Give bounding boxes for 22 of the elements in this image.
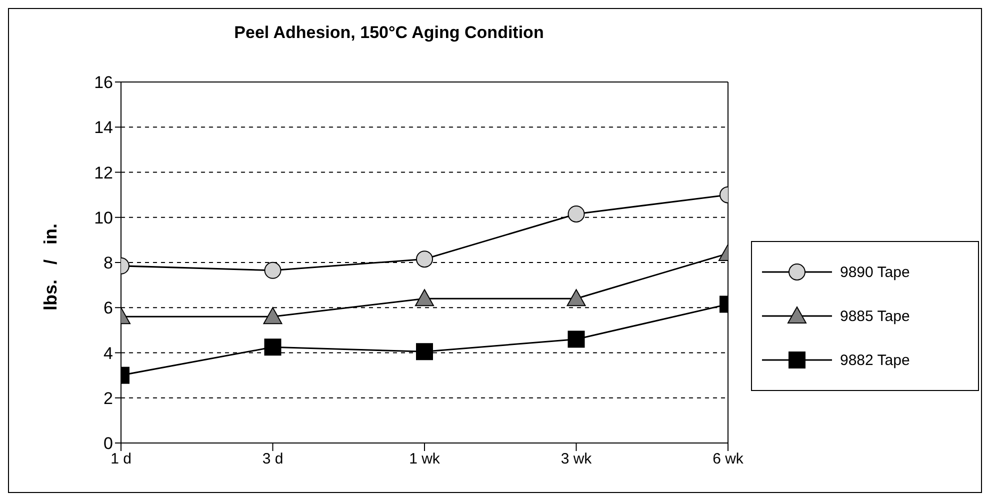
y-tick-label: 14 [94, 118, 113, 138]
y-tick-label: 0 [104, 434, 113, 454]
y-tick-label: 8 [104, 254, 113, 273]
x-tick-label: 3 d [262, 450, 284, 468]
legend-label: 9882 Tape [840, 352, 910, 368]
legend-label: 9890 Tape [840, 264, 910, 280]
chart-title: Peel Adhesion, 150°C Aging Condition [233, 23, 545, 43]
x-tick-label: 1 d [110, 450, 132, 468]
point [415, 289, 434, 306]
y-tick-label: 12 [94, 163, 113, 182]
x-tick-label: 1 wk [409, 450, 440, 468]
y-tick-label: 2 [104, 388, 113, 408]
y-axis-title: lbs. / in. [40, 223, 62, 311]
point [416, 250, 433, 268]
legend-label: 9885 Tape [840, 308, 910, 324]
y-tick-label: 6 [104, 298, 113, 318]
x-tick-label: 3 wk [560, 450, 592, 468]
y-tick-label: 10 [94, 208, 113, 228]
y-tick-label: 16 [94, 73, 113, 92]
x-tick-label: 6 wk [712, 450, 744, 468]
point [416, 343, 433, 360]
y-tick-label: 4 [104, 344, 113, 363]
